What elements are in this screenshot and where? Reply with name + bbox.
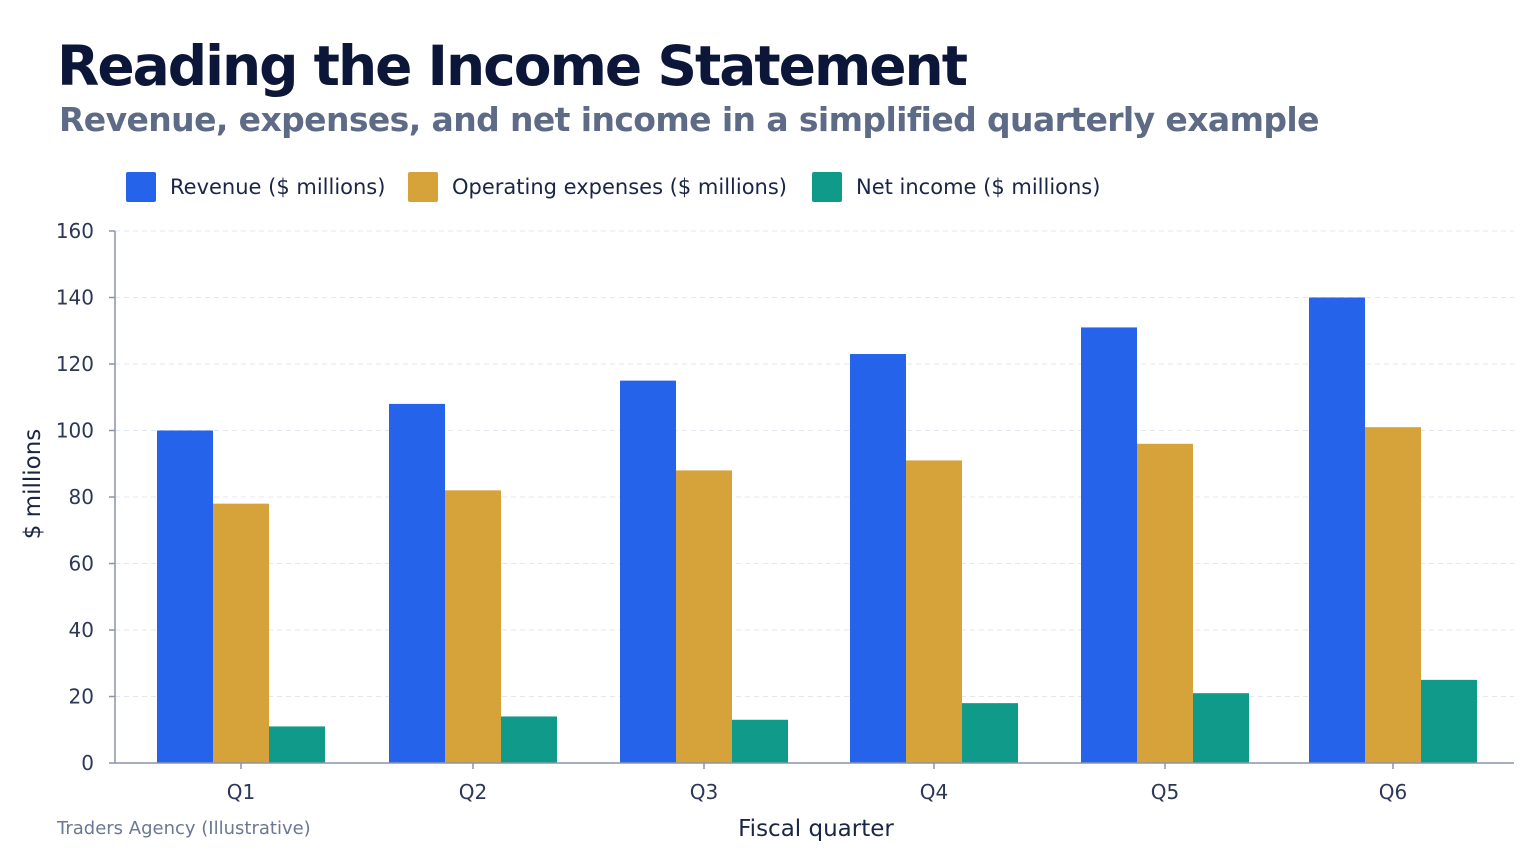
bar-operating-expenses-q5	[1137, 443, 1193, 763]
bars	[157, 297, 1477, 763]
y-tick-label: 140	[56, 286, 94, 310]
legend-swatch-net-income	[812, 172, 842, 202]
y-tick-label: 0	[81, 751, 94, 775]
chart-subtitle: Revenue, expenses, and net income in a s…	[59, 100, 1319, 139]
bar-revenue-q6	[1309, 297, 1365, 763]
bar-net-income-q1	[269, 726, 325, 763]
y-tick-label: 20	[69, 685, 94, 709]
legend-label-revenue: Revenue ($ millions)	[170, 175, 386, 199]
y-tick-label: 100	[56, 419, 94, 443]
y-tick-label: 60	[69, 552, 94, 576]
bar-net-income-q4	[962, 703, 1018, 763]
legend-swatch-revenue	[126, 172, 156, 202]
bar-revenue-q1	[157, 430, 213, 763]
x-tick-label: Q2	[459, 780, 487, 804]
chart-title: Reading the Income Statement	[57, 34, 968, 98]
x-tick-label: Q6	[1379, 780, 1407, 804]
legend-swatch-operating-expenses	[408, 172, 438, 202]
bar-revenue-q2	[389, 403, 445, 763]
bar-operating-expenses-q3	[676, 470, 732, 763]
x-tick-label: Q1	[227, 780, 255, 804]
bar-net-income-q2	[501, 716, 557, 763]
x-tick-label: Q5	[1151, 780, 1179, 804]
bar-revenue-q4	[850, 354, 906, 763]
y-tick-labels: 0 20 40 60 80 100 120 140 160	[56, 219, 115, 775]
bar-revenue-q5	[1081, 327, 1137, 763]
bar-operating-expenses-q4	[906, 460, 962, 763]
grid-lines	[115, 230, 1514, 697]
x-tick-label: Q4	[920, 780, 948, 804]
x-tick-label: Q3	[690, 780, 718, 804]
bar-net-income-q6	[1421, 679, 1477, 763]
x-tick-labels: Q1 Q2 Q3 Q4 Q5 Q6	[227, 763, 1407, 804]
legend-label-operating-expenses: Operating expenses ($ millions)	[452, 175, 787, 199]
x-axis-title: Fiscal quarter	[738, 816, 894, 842]
bar-net-income-q3	[732, 719, 788, 763]
bar-revenue-q3	[620, 380, 676, 763]
source-footnote: Traders Agency (Illustrative)	[57, 818, 311, 839]
bar-operating-expenses-q6	[1365, 427, 1421, 763]
legend-label-net-income: Net income ($ millions)	[856, 175, 1101, 199]
bar-operating-expenses-q1	[213, 503, 269, 763]
bar-operating-expenses-q2	[445, 490, 501, 763]
y-tick-label: 120	[56, 352, 94, 376]
y-tick-label: 40	[69, 618, 94, 642]
y-axis-title: $ millions	[20, 429, 46, 540]
bar-net-income-q5	[1193, 693, 1249, 763]
y-tick-label: 80	[69, 485, 94, 509]
y-tick-label: 160	[56, 219, 94, 243]
